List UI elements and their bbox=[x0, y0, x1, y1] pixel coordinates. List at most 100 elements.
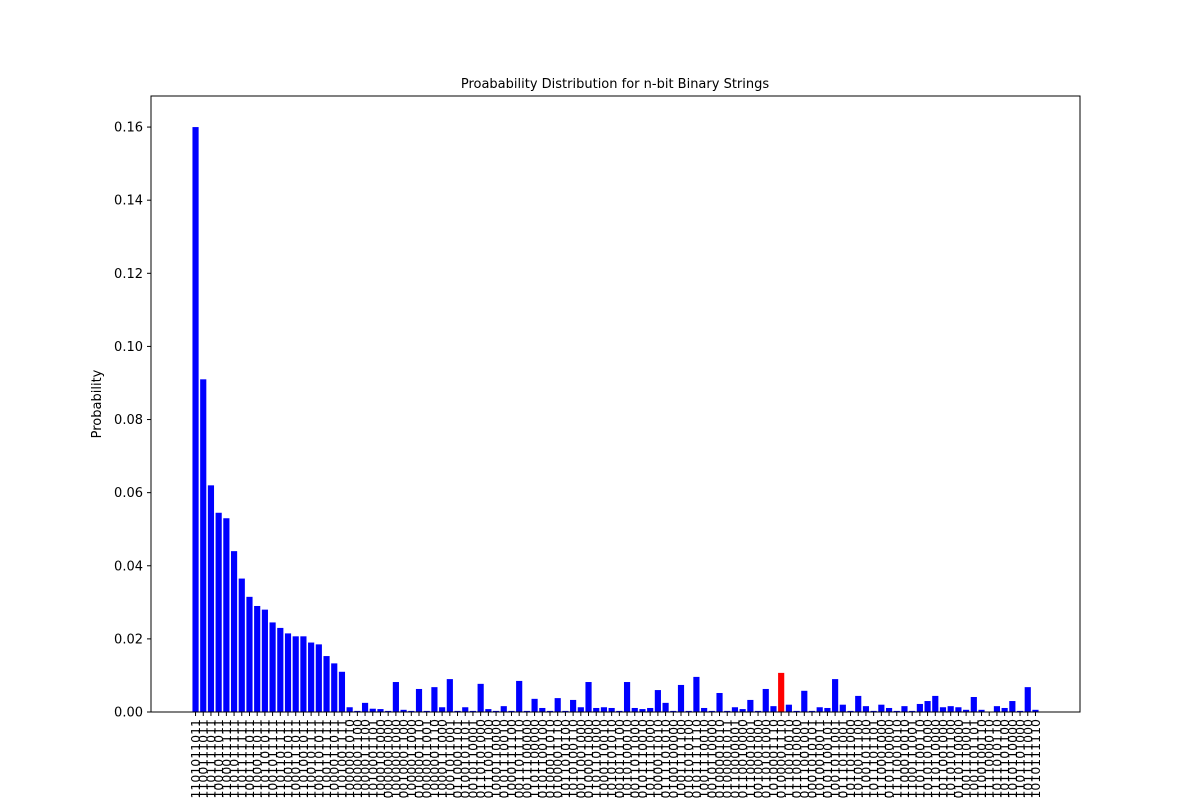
x-tick-label: 1000111000 bbox=[435, 719, 450, 799]
bar bbox=[308, 642, 315, 712]
x-tick-label: 1100111111 bbox=[319, 719, 334, 799]
bar bbox=[693, 676, 700, 712]
bar bbox=[862, 706, 870, 712]
x-tick-label: 0101110010 bbox=[635, 719, 650, 799]
x-tick-label: 1101001111 bbox=[334, 719, 349, 799]
x-tick-label: 1011101100 bbox=[997, 719, 1012, 799]
x-tick-label: 1000001000 bbox=[388, 719, 403, 799]
x-tick-label: 0010001100 bbox=[396, 719, 411, 799]
bar bbox=[400, 709, 407, 712]
bar bbox=[531, 698, 538, 712]
x-tick-label: 1000011011 bbox=[327, 719, 342, 799]
bar bbox=[847, 710, 854, 712]
bar bbox=[192, 127, 199, 713]
x-tick-label: 0101110010 bbox=[496, 719, 511, 799]
bar bbox=[238, 578, 245, 712]
bar bbox=[909, 710, 916, 712]
bar bbox=[754, 710, 762, 712]
x-tick-label: 0110101000 bbox=[758, 719, 773, 799]
bar bbox=[593, 707, 600, 712]
x-tick-label: 1001110010 bbox=[697, 719, 712, 799]
x-tick-label: 0110110000 bbox=[951, 719, 966, 799]
x-tick-label: 1000111011 bbox=[288, 719, 303, 799]
x-tick-label: 1100101100 bbox=[858, 719, 873, 799]
bar bbox=[539, 707, 546, 712]
bar bbox=[670, 710, 677, 712]
bar bbox=[824, 707, 831, 712]
bar bbox=[785, 704, 792, 712]
x-tick-label: 0111001001 bbox=[797, 719, 812, 799]
x-tick-label: 0101100000 bbox=[882, 719, 897, 799]
bar bbox=[431, 687, 438, 712]
bar bbox=[577, 707, 584, 712]
bar bbox=[654, 690, 661, 712]
bar bbox=[1009, 701, 1016, 712]
x-tick-label: 1000011100 bbox=[358, 719, 373, 799]
x-tick-label: 1001111100 bbox=[673, 719, 688, 799]
x-tick-label: 0010110000 bbox=[704, 719, 719, 799]
x-tick-label: 0000011001 bbox=[419, 719, 434, 799]
x-tick-label: 1011101101 bbox=[866, 719, 881, 799]
bar bbox=[508, 710, 515, 712]
x-tick-label: 1011011000 bbox=[843, 719, 858, 799]
bar bbox=[600, 707, 608, 712]
bar bbox=[223, 518, 230, 712]
bar bbox=[662, 702, 669, 712]
x-tick-label: 0101010100 bbox=[681, 719, 696, 799]
x-tick-label: 1100100110 bbox=[974, 719, 989, 799]
bar bbox=[200, 379, 207, 712]
bar bbox=[647, 707, 654, 712]
x-tick-label: 1010101010 bbox=[604, 719, 619, 799]
x-tick-label: 0101100100 bbox=[535, 719, 550, 799]
bar bbox=[947, 706, 954, 712]
x-tick-label: 0101100101 bbox=[820, 719, 835, 799]
bar bbox=[993, 706, 1001, 712]
x-tick-label: 1101101011 bbox=[257, 719, 272, 799]
x-tick-label: 1001011001 bbox=[442, 719, 457, 799]
x-tick-label: 1101011111 bbox=[227, 719, 242, 799]
x-tick-label: 0110000001 bbox=[727, 719, 742, 799]
bar bbox=[408, 710, 415, 712]
x-tick-label: 1010110000 bbox=[1005, 719, 1020, 799]
x-tick-label: 1001101011 bbox=[311, 719, 326, 799]
x-tick-label: 1010100110 bbox=[566, 719, 581, 799]
x-tick-label: 1000001110 bbox=[427, 719, 442, 799]
y-tick-label: 0.10 bbox=[114, 340, 143, 355]
bar bbox=[816, 707, 823, 712]
bar bbox=[762, 688, 769, 712]
x-tick-label: 1100111011 bbox=[196, 719, 211, 799]
bar bbox=[832, 679, 839, 712]
bar bbox=[485, 709, 492, 712]
bar bbox=[323, 656, 330, 712]
bar bbox=[269, 622, 276, 712]
bar bbox=[608, 707, 615, 712]
x-tick-label: 0100100000 bbox=[666, 719, 681, 799]
x-tick-label: 1000011000 bbox=[404, 719, 419, 799]
x-tick-label: 1011010100 bbox=[558, 719, 573, 799]
bar bbox=[361, 702, 369, 712]
x-tick-label: 1010001110 bbox=[766, 719, 781, 799]
bar bbox=[808, 710, 816, 712]
bar bbox=[963, 709, 970, 712]
x-tick-label: 1001011001 bbox=[828, 719, 843, 799]
bar bbox=[477, 683, 484, 712]
x-tick-label: 0011100000 bbox=[519, 719, 534, 799]
x-tick-label: 0011011110 bbox=[512, 719, 527, 799]
x-tick-label: 0110101000 bbox=[473, 719, 488, 799]
bar bbox=[978, 709, 985, 712]
x-tick-label: 1000001010 bbox=[342, 719, 357, 799]
bar bbox=[639, 709, 646, 712]
x-tick-label: 1010100010 bbox=[620, 719, 635, 799]
x-tick-label: 1110001000 bbox=[874, 719, 889, 799]
bar bbox=[885, 707, 893, 712]
bar bbox=[970, 697, 977, 712]
x-tick-label: 1110110000 bbox=[928, 719, 943, 799]
x-tick-label: 0010110001 bbox=[465, 719, 480, 799]
x-tick-label: 1001101101 bbox=[966, 719, 981, 799]
x-tick-label: 0000001000 bbox=[381, 719, 396, 799]
bar bbox=[731, 707, 739, 712]
bar bbox=[385, 710, 392, 712]
x-tick-label: 0011011000 bbox=[627, 719, 642, 799]
bar bbox=[901, 706, 908, 712]
